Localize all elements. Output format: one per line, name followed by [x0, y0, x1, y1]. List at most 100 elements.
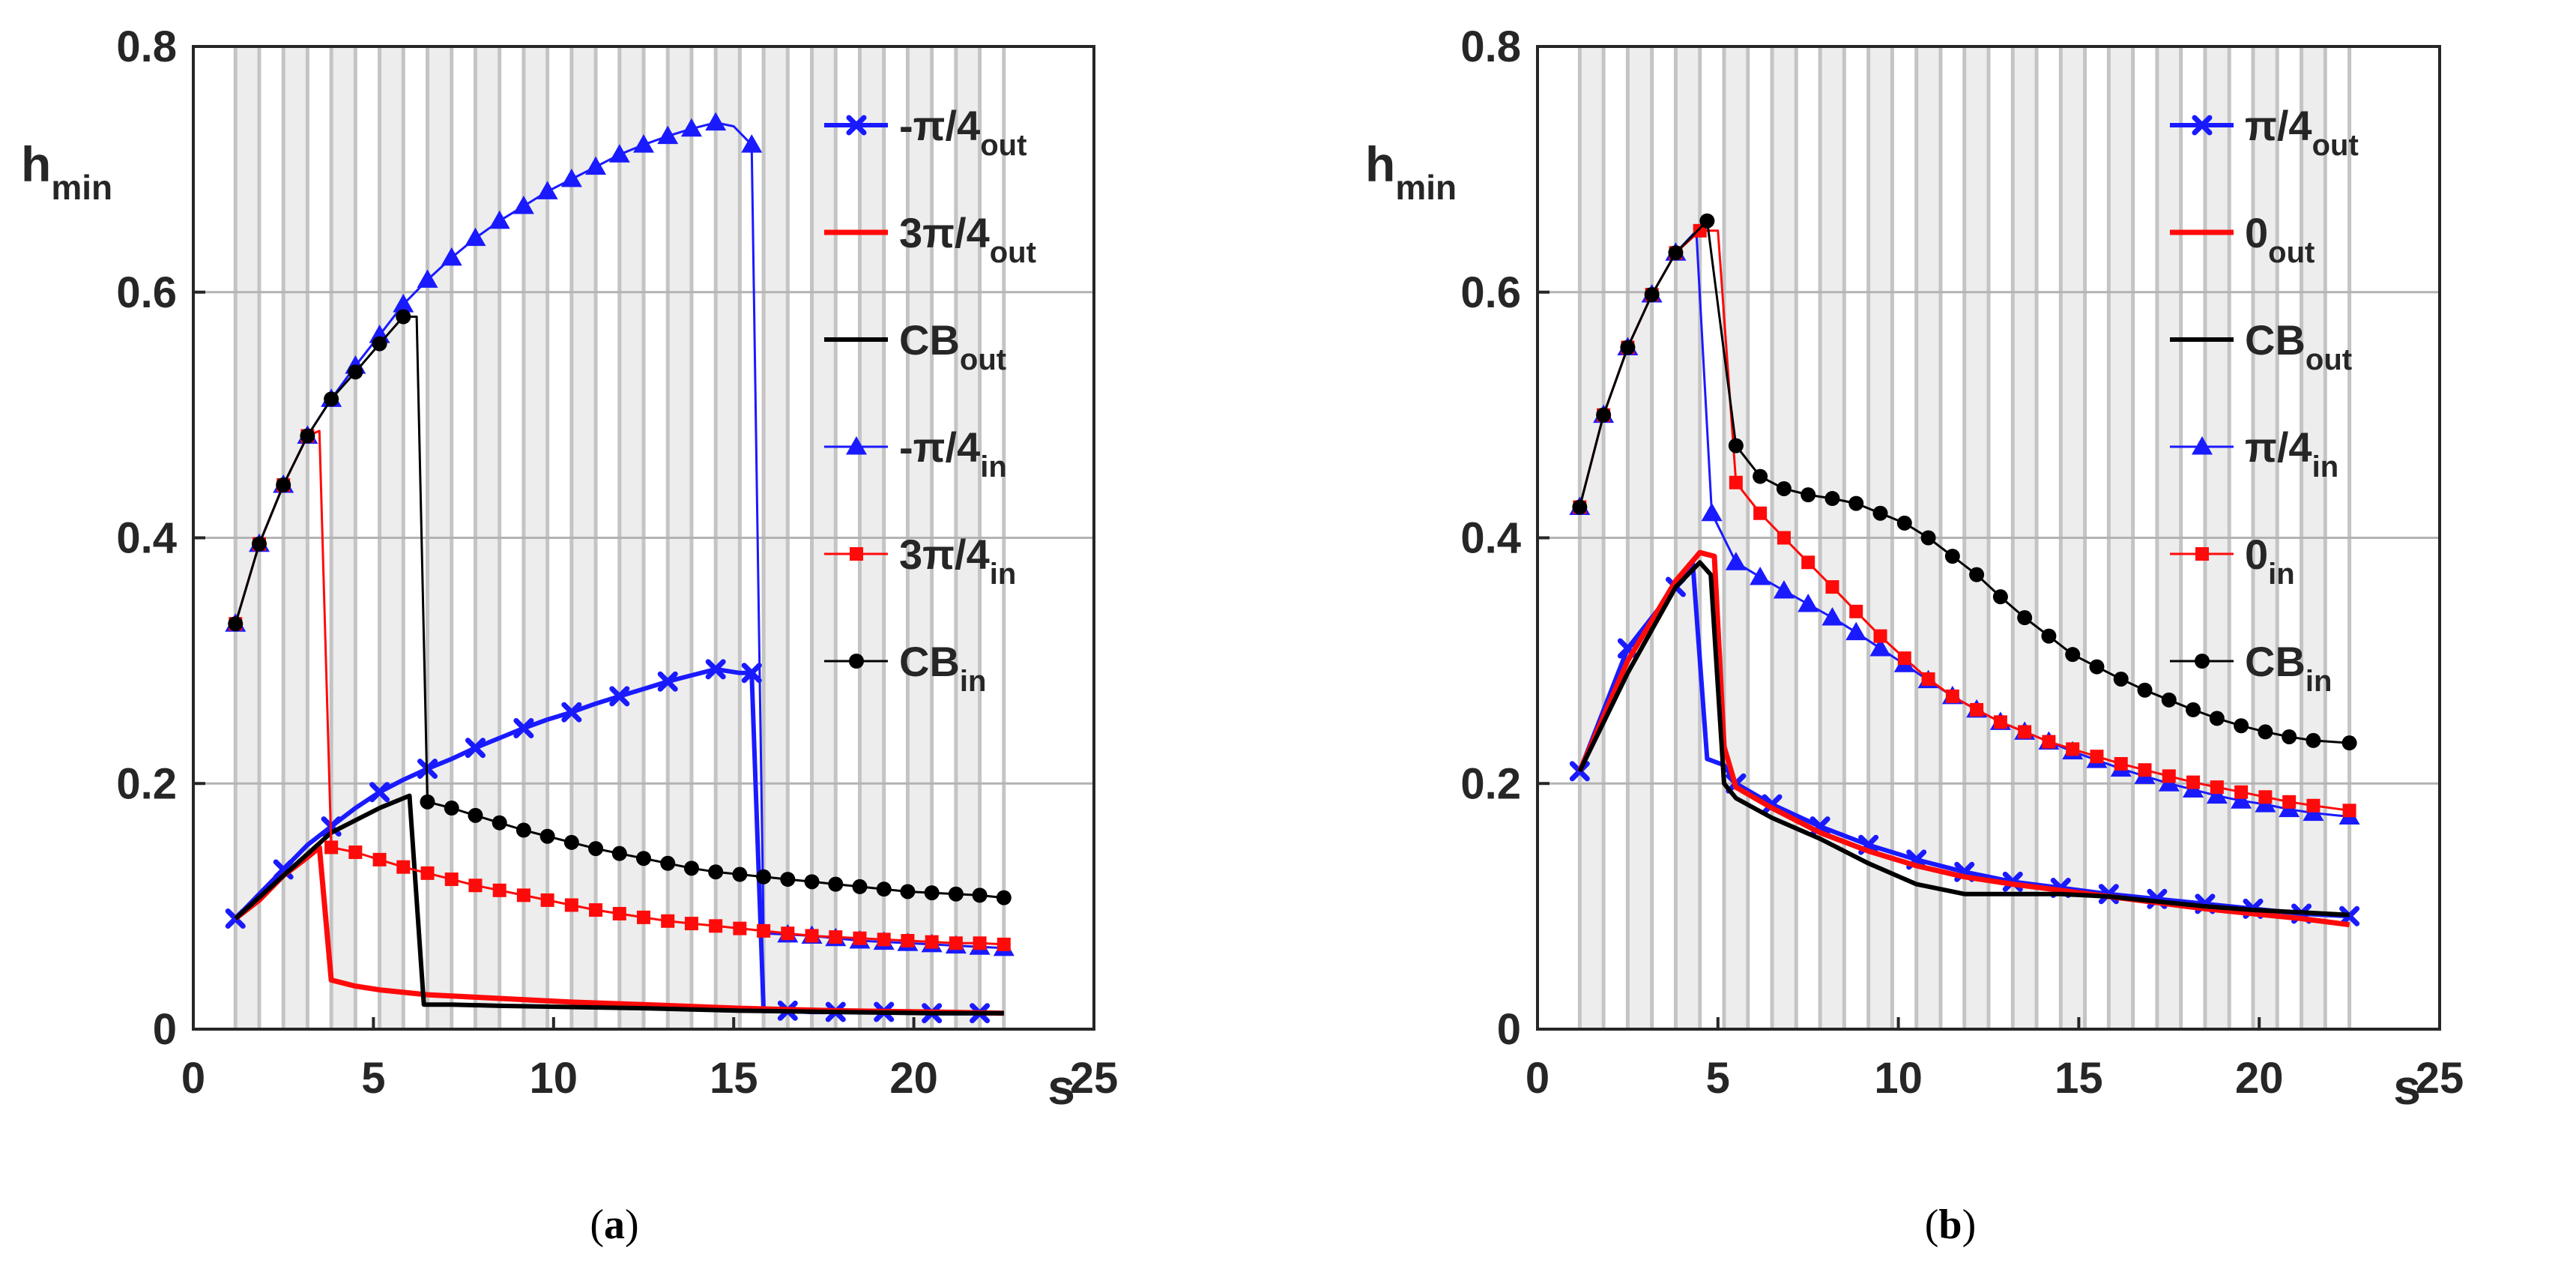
data-point [972, 887, 988, 903]
data-point [2342, 804, 2356, 818]
data-point [468, 878, 483, 893]
data-point [393, 294, 414, 313]
data-point [949, 936, 963, 950]
y-axis-label: hmin [1365, 136, 1457, 207]
data-point [564, 898, 578, 912]
data-point [1970, 702, 1984, 717]
data-point [1773, 579, 1795, 599]
data-point [2089, 659, 2105, 675]
data-point [2206, 785, 2228, 804]
data-point [1725, 552, 1747, 570]
data-point [561, 702, 582, 723]
data-point [515, 822, 531, 838]
data-point [683, 860, 699, 876]
series-line [1577, 560, 2350, 919]
data-point [372, 336, 387, 352]
data-point [588, 841, 604, 857]
series-line [1577, 560, 2350, 917]
data-point [300, 428, 315, 444]
data-point [563, 834, 579, 850]
data-point [276, 477, 291, 493]
data-point [1644, 287, 1660, 303]
data-point [1848, 495, 1864, 511]
data-point [2018, 725, 2032, 739]
data-point [1572, 499, 1588, 515]
x-tick-label: 10 [530, 1054, 578, 1103]
data-point [1753, 468, 1768, 484]
caption-letter: b [1938, 1202, 1962, 1248]
x-tick-label: 5 [1706, 1054, 1730, 1103]
data-point [2138, 763, 2152, 777]
data-point [636, 851, 651, 866]
data-point [1849, 604, 1863, 618]
data-point [2042, 735, 2056, 749]
x-tick-label: 25 [2416, 1054, 2464, 1103]
data-point [805, 929, 819, 943]
data-point [804, 874, 820, 890]
data-point [1693, 223, 1707, 238]
data-point [417, 269, 438, 288]
data-point [1701, 502, 1723, 522]
caption-close: ) [1962, 1202, 1977, 1248]
data-point [1921, 672, 1935, 686]
data-point [516, 888, 530, 902]
data-point [1993, 715, 2007, 729]
data-point [741, 663, 762, 684]
panel-caption: (b) [1925, 1202, 1976, 1248]
data-point [1777, 531, 1791, 545]
y-tick-label: 0.2 [116, 759, 177, 808]
x-tick-label: 10 [1874, 1054, 1923, 1103]
data-point [997, 937, 1011, 951]
legend-label-subscript: out [2312, 129, 2359, 162]
data-point [1969, 567, 1985, 582]
y-tick-label: 0.4 [1460, 514, 1521, 563]
data-point [2306, 798, 2320, 813]
x-tick-label: 25 [1070, 1054, 1119, 1103]
x-tick-label: 15 [710, 1054, 758, 1103]
data-point [900, 884, 916, 899]
legend-label-subscript: out [980, 129, 1027, 162]
data-point [2186, 775, 2201, 789]
data-point [2186, 702, 2201, 717]
data-point [828, 876, 844, 892]
data-point [324, 840, 339, 855]
data-point [420, 794, 435, 810]
data-point [1992, 589, 2008, 605]
data-point [2258, 790, 2273, 804]
data-point [608, 144, 630, 163]
data-point [560, 168, 582, 187]
y-axis-label: hmin [21, 136, 112, 207]
data-point [2161, 692, 2177, 708]
data-point [540, 893, 554, 907]
data-point [2114, 757, 2128, 771]
data-point [1872, 505, 1888, 521]
data-point [2341, 735, 2357, 751]
data-point [853, 931, 867, 945]
data-point [2234, 785, 2249, 799]
data-point [589, 903, 603, 917]
data-point [925, 935, 939, 949]
data-point [1750, 566, 1771, 585]
data-point [2339, 905, 2360, 926]
x-axis-label: s [1047, 1059, 1075, 1115]
data-point [1896, 515, 1912, 531]
data-point [1825, 580, 1839, 594]
data-point [877, 932, 891, 947]
x-tick-label: 0 [1526, 1054, 1549, 1103]
legend-label-subscript: in [960, 665, 987, 698]
data-point [1620, 340, 1636, 355]
data-point [849, 654, 864, 669]
legend-label-subscript: out [960, 343, 1006, 376]
data-point [2192, 115, 2213, 136]
x-tick-label: 20 [889, 1054, 938, 1103]
data-point [1873, 629, 1887, 643]
data-point [465, 738, 486, 759]
data-point [1945, 689, 1959, 703]
data-point [2195, 654, 2210, 669]
series-line [234, 793, 1004, 1016]
data-point [372, 852, 387, 866]
data-point [637, 910, 650, 924]
series-line [234, 429, 1004, 946]
data-point [1596, 407, 1612, 423]
